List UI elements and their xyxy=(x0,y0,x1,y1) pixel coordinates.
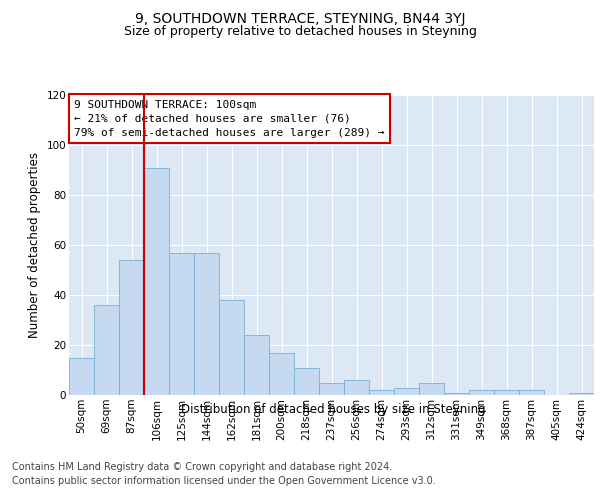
Bar xyxy=(269,352,294,395)
Bar xyxy=(119,260,144,395)
Text: 9, SOUTHDOWN TERRACE, STEYNING, BN44 3YJ: 9, SOUTHDOWN TERRACE, STEYNING, BN44 3YJ xyxy=(135,12,465,26)
Text: Size of property relative to detached houses in Steyning: Size of property relative to detached ho… xyxy=(124,25,476,38)
Y-axis label: Number of detached properties: Number of detached properties xyxy=(28,152,41,338)
Bar xyxy=(369,390,394,395)
Bar xyxy=(94,305,119,395)
Bar xyxy=(69,358,94,395)
Bar xyxy=(494,390,519,395)
Bar xyxy=(144,168,169,395)
Text: Contains HM Land Registry data © Crown copyright and database right 2024.: Contains HM Land Registry data © Crown c… xyxy=(12,462,392,472)
Bar xyxy=(244,335,269,395)
Bar xyxy=(344,380,369,395)
Bar xyxy=(469,390,494,395)
Bar xyxy=(219,300,244,395)
Text: Distribution of detached houses by size in Steyning: Distribution of detached houses by size … xyxy=(181,402,485,415)
Bar xyxy=(294,368,319,395)
Bar xyxy=(444,392,469,395)
Bar xyxy=(394,388,419,395)
Text: 9 SOUTHDOWN TERRACE: 100sqm
← 21% of detached houses are smaller (76)
79% of sem: 9 SOUTHDOWN TERRACE: 100sqm ← 21% of det… xyxy=(74,100,385,138)
Bar xyxy=(569,392,594,395)
Bar xyxy=(319,382,344,395)
Bar xyxy=(419,382,444,395)
Bar xyxy=(194,252,219,395)
Bar xyxy=(169,252,194,395)
Text: Contains public sector information licensed under the Open Government Licence v3: Contains public sector information licen… xyxy=(12,476,436,486)
Bar xyxy=(519,390,544,395)
